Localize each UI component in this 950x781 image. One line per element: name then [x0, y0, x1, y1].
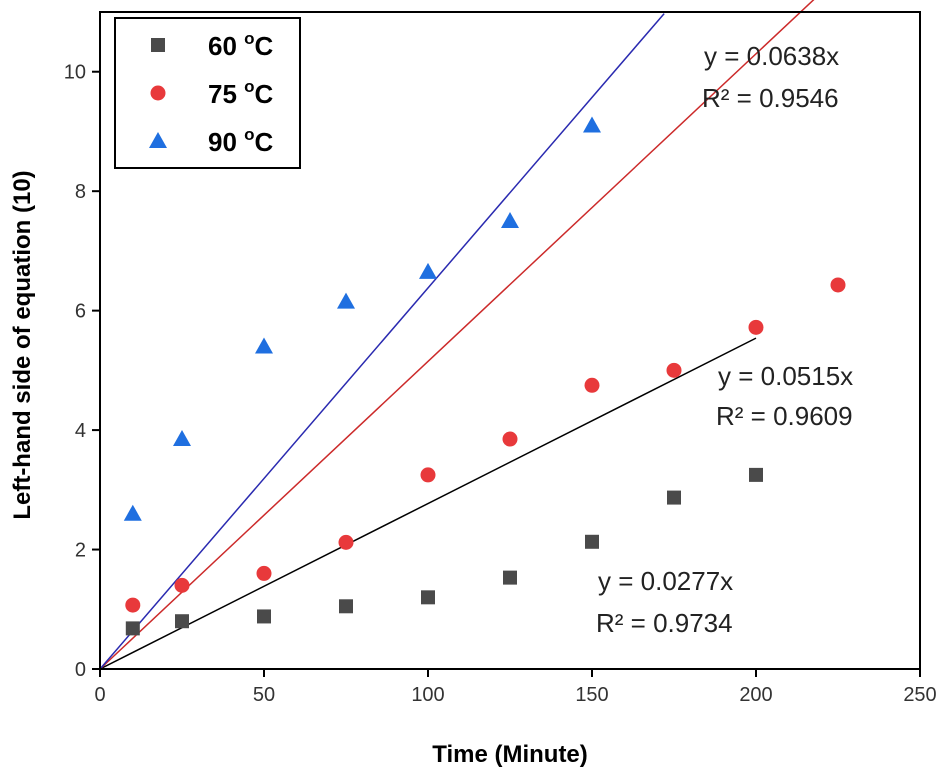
data-point-series-1 — [502, 431, 518, 447]
data-point-series-2 — [337, 292, 355, 309]
data-point-series-1 — [420, 467, 436, 483]
data-point-series-0 — [175, 614, 189, 629]
data-point-series-0 — [125, 621, 140, 636]
equation-annotations: y = 0.0638x R² = 0.9546 y = 0.0515x R² =… — [596, 41, 853, 638]
legend: 60 oC 75 oC 90 oC — [114, 17, 301, 169]
x-tick-label: 0 — [94, 684, 105, 706]
axis-ticks: 0 50 100 150 200 250 0 2 4 6 8 10 — [64, 62, 937, 706]
annotation-60c: y = 0.0277x R² = 0.9734 — [596, 566, 733, 638]
y-tick-label: 0 — [75, 659, 86, 681]
data-point-series-0 — [667, 490, 681, 505]
r2-75c: R² = 0.9609 — [716, 401, 853, 431]
y-axis-title: Left-hand side of equation (10) — [9, 170, 36, 519]
annotation-75c: y = 0.0515x R² = 0.9609 — [716, 361, 853, 431]
data-markers — [123, 116, 846, 636]
data-point-series-1 — [125, 597, 141, 613]
equation-75c: y = 0.0515x — [718, 361, 853, 391]
data-point-series-0 — [749, 467, 763, 482]
data-point-series-1 — [748, 319, 764, 335]
legend-box — [114, 17, 301, 169]
plot-frame — [99, 11, 921, 670]
data-point-series-2 — [419, 262, 437, 279]
y-tick-label: 10 — [64, 62, 86, 84]
data-point-series-0 — [585, 534, 599, 549]
fit-line-series-2 — [99, 13, 665, 670]
legend-marker-series-2 — [149, 132, 167, 148]
y-tick-label: 4 — [75, 420, 86, 442]
x-tick-label: 150 — [575, 684, 608, 706]
y-tick-label: 2 — [75, 540, 86, 562]
data-point-series-0 — [257, 609, 271, 624]
data-point-series-2 — [255, 337, 273, 354]
equation-90c: y = 0.0638x — [704, 41, 839, 71]
fit-lines — [99, 0, 815, 670]
legend-marker-series-0 — [151, 38, 165, 52]
data-point-series-1 — [338, 534, 354, 550]
r2-60c: R² = 0.9734 — [596, 608, 733, 638]
legend-marker-series-1 — [150, 85, 166, 101]
annotation-90c: y = 0.0638x R² = 0.9546 — [702, 41, 839, 113]
r2-90c: R² = 0.9546 — [702, 83, 839, 113]
x-axis-title: Time (Minute) — [432, 741, 588, 768]
legend-label-series-1: 75 oC — [208, 77, 274, 109]
legend-label-series-2: 90 oC — [208, 125, 274, 157]
fit-line-series-1 — [99, 0, 815, 670]
data-point-series-0 — [421, 590, 435, 605]
y-tick-label: 6 — [75, 301, 86, 323]
equation-60c: y = 0.0277x — [598, 566, 733, 596]
data-point-series-1 — [584, 377, 600, 393]
data-point-series-2 — [583, 116, 601, 133]
legend-label-series-0: 60 oC — [208, 29, 274, 61]
data-point-series-2 — [123, 504, 142, 521]
x-tick-label: 250 — [903, 684, 936, 706]
data-point-series-1 — [174, 577, 190, 593]
data-point-series-1 — [256, 565, 272, 581]
data-point-series-0 — [503, 570, 517, 585]
data-point-series-1 — [666, 362, 682, 378]
data-point-series-2 — [173, 430, 191, 447]
x-tick-label: 200 — [739, 684, 772, 706]
x-tick-label: 100 — [411, 684, 444, 706]
data-point-series-2 — [501, 212, 519, 229]
fit-line-series-0 — [99, 337, 757, 670]
data-point-series-0 — [339, 599, 353, 614]
x-tick-label: 50 — [253, 684, 275, 706]
data-point-series-1 — [830, 277, 846, 293]
y-tick-label: 8 — [75, 181, 86, 203]
